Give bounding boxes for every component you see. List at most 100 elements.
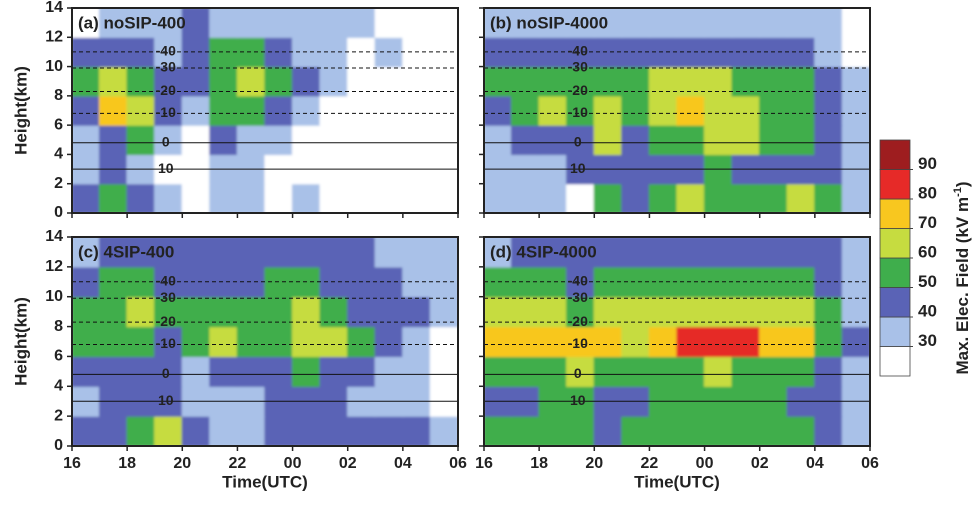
contour-cell xyxy=(402,325,432,358)
contour-cell xyxy=(566,8,595,38)
contour-cell xyxy=(841,183,870,213)
contour-field xyxy=(484,8,870,213)
contour-cell xyxy=(374,237,404,268)
y-tick-label: 14 xyxy=(45,0,63,16)
contour-cell xyxy=(731,8,761,38)
contour-cell xyxy=(731,95,761,126)
contour-cell xyxy=(181,95,211,126)
isotherm-label: 10 xyxy=(158,160,174,176)
panel-frame xyxy=(71,236,459,447)
contour-cell xyxy=(759,8,788,38)
y-tick-label: 4 xyxy=(54,378,63,395)
panel-title: (b) noSIP-4000 xyxy=(490,13,608,32)
contour-cell xyxy=(703,183,733,213)
contour-cell xyxy=(347,325,376,358)
contour-cell xyxy=(538,8,568,38)
contour-cell xyxy=(676,415,706,446)
contour-cell xyxy=(566,355,595,387)
panel: -40-30 -20 -10 0 10 (a) noSIP-400 0 2 4 6 8 10 12 14 H… xyxy=(11,0,459,221)
x-tick-label: 18 xyxy=(118,455,136,472)
isotherm-label: -40 xyxy=(156,272,176,288)
isotherm-label: 0 xyxy=(574,365,582,381)
contour-cell xyxy=(291,237,321,268)
contour-cell xyxy=(209,8,239,38)
contour-cell xyxy=(786,183,816,213)
contour-cell xyxy=(374,124,404,156)
isotherm-label: -30 xyxy=(156,289,176,305)
contour-cell xyxy=(154,325,183,358)
x-tick-label: 22 xyxy=(229,455,247,472)
contour-cell xyxy=(814,415,844,446)
isotherm-label: -40 xyxy=(156,43,176,59)
contour-cell xyxy=(154,124,183,156)
contour-cell xyxy=(291,95,321,126)
contour-cell xyxy=(347,415,376,446)
contour-cell xyxy=(841,124,870,156)
contour-cell xyxy=(374,183,404,213)
colorbar-box xyxy=(879,198,911,229)
contour-cell xyxy=(319,124,349,156)
contour-cell xyxy=(676,355,706,387)
panel: -40-30 -20 -10 0 10 (b) noSIP-4000 xyxy=(479,7,871,218)
contour-cells xyxy=(72,8,458,213)
contour-cell xyxy=(374,325,404,358)
contour-cell xyxy=(786,237,816,268)
contour-cell xyxy=(402,415,432,446)
contour-cell xyxy=(593,355,623,387)
contour-cell xyxy=(154,355,183,387)
isotherm-label: 0 xyxy=(162,133,170,149)
contour-cell xyxy=(126,95,156,126)
contour-cell xyxy=(786,124,816,156)
contour-cells xyxy=(72,237,458,446)
contour-field xyxy=(72,8,458,213)
contour-cell xyxy=(154,237,183,268)
y-tick-label: 0 xyxy=(54,437,63,454)
contour-cell xyxy=(291,183,321,213)
contour-cell xyxy=(402,183,432,213)
contour-cell xyxy=(510,95,540,126)
panel: -40-30 -20 -10 0 10 (d) 4SIP-4000 16 18 20 22 00 02… xyxy=(475,236,879,491)
contour-cell xyxy=(236,95,266,126)
contour-cell xyxy=(484,183,513,213)
panel-title: (c) 4SIP-400 xyxy=(78,242,174,261)
x-tick-label: 16 xyxy=(475,455,493,472)
contour-cell xyxy=(566,237,595,268)
contour-cell xyxy=(291,325,321,358)
colorbar-title-part: -1 xyxy=(952,187,964,197)
x-tick-label: 16 xyxy=(63,455,81,472)
contour-cell xyxy=(126,183,156,213)
contour-cell xyxy=(841,95,870,126)
contour-cell xyxy=(484,95,513,126)
colorbar-box xyxy=(879,346,911,377)
x-tick-label: 00 xyxy=(696,455,714,472)
isotherm-label: 10 xyxy=(570,392,586,408)
contour-cell xyxy=(676,183,706,213)
isotherm-label: 0 xyxy=(162,365,170,381)
contour-cell xyxy=(236,325,266,358)
x-axis-label: Time(UTC) xyxy=(634,472,720,491)
contour-cell xyxy=(759,355,788,387)
colorbar-box xyxy=(879,169,911,200)
x-tick-label: 02 xyxy=(751,455,769,472)
contour-cell xyxy=(593,95,623,126)
colorbar-title: Max. Elec. Field (kV m-1) xyxy=(952,181,973,374)
contour-cell xyxy=(429,95,458,126)
isotherm-label: -30 xyxy=(568,59,588,75)
contour-cell xyxy=(181,8,211,38)
contour-cell xyxy=(703,325,733,358)
contour-cell xyxy=(126,8,156,38)
contour-cell xyxy=(510,325,540,358)
contour-cell xyxy=(72,237,101,268)
contour-cell xyxy=(759,124,788,156)
contour-cell xyxy=(181,355,211,387)
contour-cell xyxy=(814,124,844,156)
y-tick-label: 6 xyxy=(54,348,63,365)
contour-cell xyxy=(814,355,844,387)
contour-cell xyxy=(593,183,623,213)
contour-cell xyxy=(484,355,513,387)
x-tick-label: 04 xyxy=(806,455,824,472)
contour-cell xyxy=(291,415,321,446)
contour-cell xyxy=(703,124,733,156)
contour-cell xyxy=(676,325,706,358)
contour-cell xyxy=(566,95,595,126)
